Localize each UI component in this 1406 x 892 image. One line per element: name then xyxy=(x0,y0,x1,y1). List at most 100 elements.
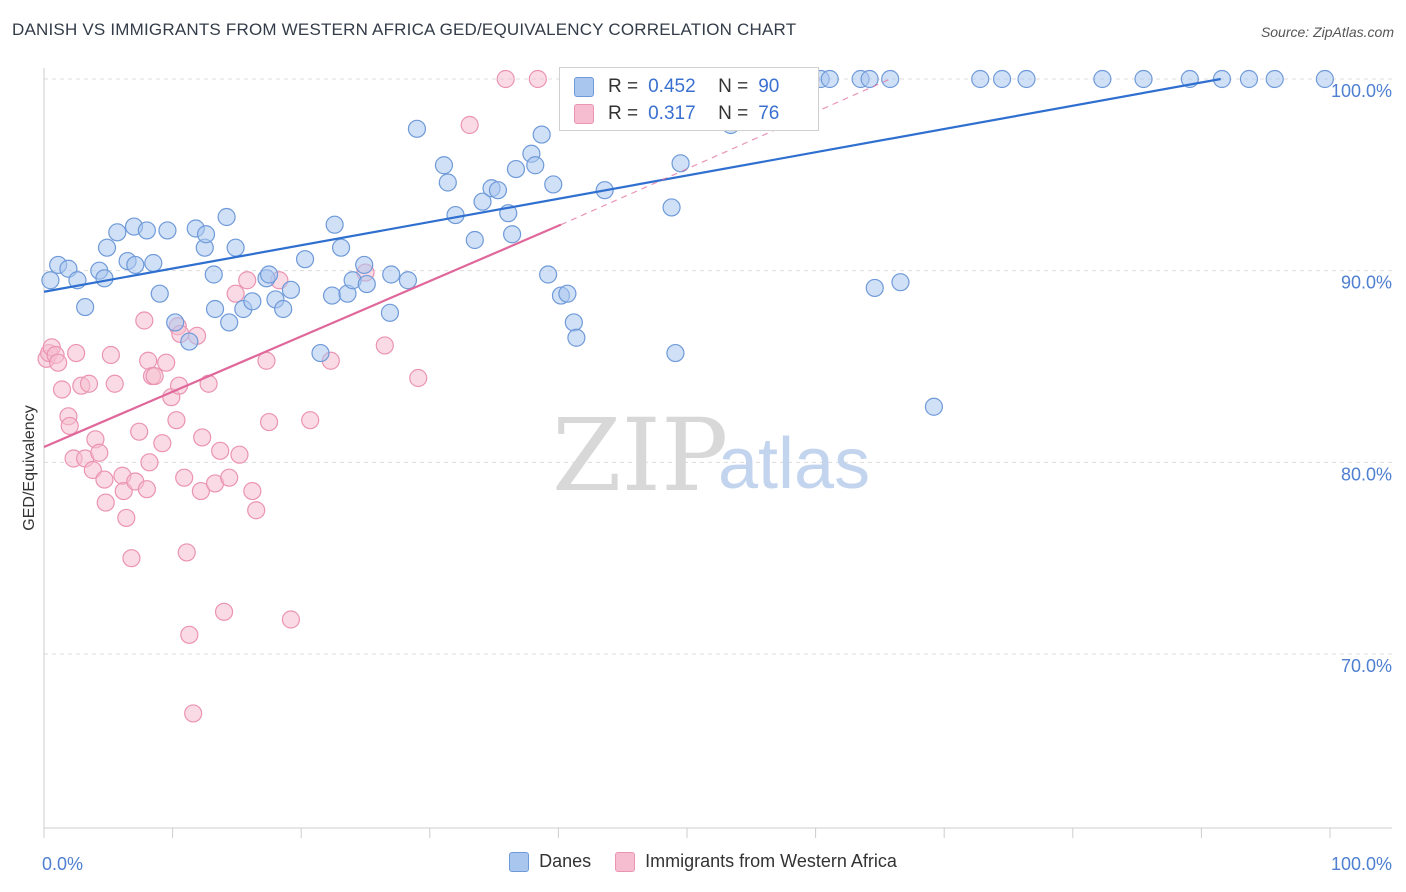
danes-point xyxy=(666,343,685,363)
danes-swatch xyxy=(509,851,530,872)
y-tick-label: 90.0% xyxy=(1341,273,1392,293)
wa-point xyxy=(153,434,172,453)
wa-point xyxy=(96,493,115,512)
danes-point xyxy=(1134,69,1153,89)
danes-point xyxy=(281,280,301,299)
danes-point xyxy=(434,156,454,175)
wa-point xyxy=(460,115,479,135)
wa-point xyxy=(167,411,186,430)
y-tick-label: 100.0% xyxy=(1331,81,1392,101)
danes-point xyxy=(506,159,526,179)
danes-point xyxy=(1315,69,1334,89)
danes-point xyxy=(311,343,330,363)
danes-point xyxy=(295,250,315,269)
n-label: N = xyxy=(718,76,749,97)
danes-point xyxy=(217,207,236,227)
danes-point xyxy=(243,292,262,311)
wa-point xyxy=(375,336,394,355)
danes-point xyxy=(924,397,944,416)
wa-point xyxy=(211,441,230,460)
wa-point xyxy=(49,353,68,372)
wa-point xyxy=(79,374,99,393)
danes-point xyxy=(662,198,681,217)
wa-point xyxy=(140,453,159,472)
wa-swatch xyxy=(615,851,636,872)
danes-point xyxy=(539,265,558,284)
danes-point xyxy=(488,181,508,200)
wa-point xyxy=(496,69,515,89)
danes-point xyxy=(259,265,279,284)
wa-point xyxy=(214,602,234,621)
wa-point xyxy=(145,366,164,386)
danes-point xyxy=(891,273,910,292)
danes-point xyxy=(108,223,127,242)
danes-point xyxy=(992,69,1012,89)
wa-point xyxy=(247,501,266,520)
wa-point xyxy=(528,69,547,89)
danes-point xyxy=(971,69,990,89)
wa-point xyxy=(90,443,109,462)
danes-point xyxy=(158,221,177,240)
x-tick-label: 100.0% xyxy=(1331,854,1392,874)
wa-swatch xyxy=(574,104,594,124)
n-label: N = xyxy=(718,103,749,124)
danes-point xyxy=(196,225,216,244)
danes-point xyxy=(564,313,583,332)
wa-trend-line xyxy=(43,223,562,449)
r-value: 0.317 xyxy=(648,103,696,124)
source-label: Source: ZipAtlas.com xyxy=(1260,24,1394,40)
wa-point xyxy=(175,468,194,487)
danes-point xyxy=(226,238,245,257)
y-tick-label: 80.0% xyxy=(1341,464,1392,484)
wa-point xyxy=(135,311,154,330)
danes-point xyxy=(144,253,163,273)
wa-point xyxy=(193,428,212,447)
wa-point xyxy=(281,610,301,629)
danes-point xyxy=(860,69,879,89)
danes-point xyxy=(41,271,60,290)
danes-point xyxy=(473,192,492,211)
wa-point xyxy=(122,549,141,568)
wa-point xyxy=(139,351,158,370)
r-label: R = xyxy=(608,76,639,97)
wa-point xyxy=(191,481,210,501)
r-label: R = xyxy=(608,103,639,124)
legend-row-wa: R = 0.317 N = 76 xyxy=(574,101,779,127)
danes-point xyxy=(1212,69,1232,89)
danes-point xyxy=(1093,69,1112,89)
danes-point xyxy=(325,215,344,234)
r-value: 0.452 xyxy=(648,76,696,97)
chart-title: DANISH VS IMMIGRANTS FROM WESTERN AFRICA… xyxy=(12,20,797,39)
danes-point xyxy=(1017,69,1036,89)
danes-point xyxy=(331,238,351,257)
danes-point xyxy=(274,299,293,319)
danes-point xyxy=(76,297,95,317)
legend-label-wa: Immigrants from Western Africa xyxy=(645,851,897,871)
y-tick-labels: 70.0% 80.0% 90.0% 100.0% xyxy=(1331,81,1392,676)
wa-point xyxy=(117,508,136,528)
danes-point xyxy=(532,125,551,144)
wa-point xyxy=(226,284,245,303)
wa-point xyxy=(130,422,149,441)
danes-point xyxy=(503,225,522,244)
danes-point xyxy=(204,265,223,284)
legend-item-danes[interactable]: Danes xyxy=(509,851,591,872)
bottom-legend: Danes Immigrants from Western Africa xyxy=(0,851,1406,872)
danes-point xyxy=(398,271,418,290)
danes-point xyxy=(137,221,156,240)
danes-point xyxy=(166,313,185,332)
wa-point xyxy=(137,480,156,499)
n-value: 76 xyxy=(758,103,780,124)
legend-label-danes: Danes xyxy=(539,851,592,871)
wa-point xyxy=(220,468,239,487)
wa-point xyxy=(105,374,124,393)
legend-row-danes: R = 0.452 N = 90 xyxy=(574,74,779,100)
danes-point xyxy=(671,154,690,173)
wa-point xyxy=(67,343,86,363)
legend-item-wa[interactable]: Immigrants from Western Africa xyxy=(615,851,897,872)
danes-point xyxy=(220,313,239,332)
danes-point xyxy=(881,69,900,89)
danes-point xyxy=(558,284,577,303)
danes-point xyxy=(382,265,401,284)
